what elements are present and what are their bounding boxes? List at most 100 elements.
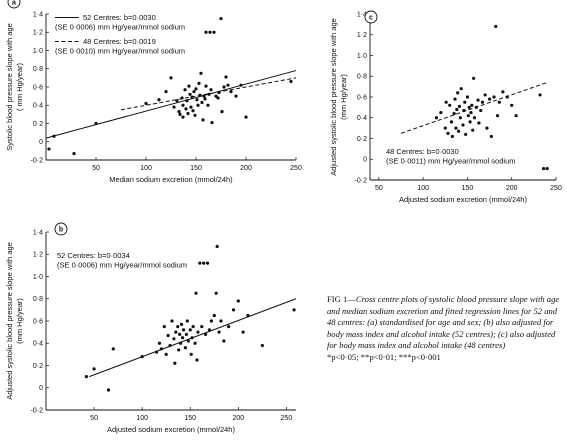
panel-c-fit-line-dashed <box>400 82 548 134</box>
panel-a-y-tick-label: 0 <box>39 139 43 146</box>
panel-a-data-point <box>177 110 181 114</box>
panel-a-fit-line-dashed <box>120 77 297 111</box>
panel-a-y-tick-label: 0·4 <box>33 103 43 110</box>
panel-c-data-point <box>494 24 498 29</box>
panel-b-data-point <box>219 319 223 323</box>
panel-c-data-point <box>492 95 496 99</box>
panel-b-data-point <box>190 336 194 340</box>
panel-a-data-point <box>181 103 185 107</box>
panel-a-data-point <box>203 97 207 101</box>
panel-b-data-point <box>207 328 212 332</box>
panel-b-data-point <box>189 352 193 356</box>
panel-c-data-point <box>452 112 456 116</box>
panel-a-x-tick-label: 50 <box>92 165 100 172</box>
panel-a-data-point <box>201 118 205 122</box>
panel-c-data-point <box>465 95 470 99</box>
panel-c-data-point <box>479 108 483 113</box>
panel-b-data-point <box>186 339 190 343</box>
panel-b-data-point <box>172 337 176 341</box>
panel-c-data-point <box>489 134 493 139</box>
panel-b-data-point <box>170 319 174 323</box>
panel-b-y-tick-label: 0·2 <box>33 363 43 370</box>
panel-a-data-point <box>186 111 190 116</box>
panel-b-letter-label: b <box>59 227 63 234</box>
panel-c-letter-circle <box>364 10 378 24</box>
panel-a-data-point <box>226 83 230 87</box>
caption-head: FIG 1— <box>327 294 356 304</box>
panel-c-data-point <box>542 166 546 171</box>
panel-c-data-point <box>480 100 485 104</box>
panel-a-y-tick-label: 1·2 <box>33 30 43 37</box>
panel-a-data-point <box>222 85 226 89</box>
panel-b-data-point <box>168 343 172 348</box>
panel-c-data-point <box>443 126 447 130</box>
panel-c-data-point <box>469 110 473 115</box>
panel-b-data-point <box>194 291 198 295</box>
panel-b-data-point <box>179 341 183 345</box>
panel-a-data-point <box>200 100 204 105</box>
panel-c-data-point <box>468 120 472 124</box>
panel-c-data-point <box>461 123 465 127</box>
panel-b-data-point <box>198 261 202 265</box>
panel-c-data-point <box>538 93 542 97</box>
panel-c-data-point <box>439 110 443 115</box>
panel-a-data-point <box>144 101 148 106</box>
panel-c-data-point <box>446 131 450 135</box>
panel-c-data-point <box>483 93 487 97</box>
panel-c-data-point <box>450 134 454 139</box>
panel-b-data-point <box>231 308 236 312</box>
panel-a-letter-circle <box>7 0 21 9</box>
panel-b-data-point <box>106 388 111 392</box>
panel-c-data-point <box>463 100 467 104</box>
panel-c-data-point <box>514 114 518 118</box>
panel-b-data-point <box>177 348 181 352</box>
panel-b-data-point <box>179 322 184 326</box>
panel-a-data-point <box>188 92 192 96</box>
panel-c-data-point <box>457 104 462 108</box>
panel-c-data-point <box>456 91 460 95</box>
panel-c-data-point <box>495 114 500 118</box>
panel-c-legend-title: 48 Centres: b=0·0030 <box>386 147 459 156</box>
panel-a-y-axis-title-line: Systolic blood pressure slope with age <box>5 23 14 151</box>
panel-a-x-tick-label: 100 <box>140 165 152 172</box>
panel-c-data-point <box>477 121 481 125</box>
panel-a-data-point <box>169 76 173 80</box>
panel-a-data-point <box>212 30 216 34</box>
panel-a-legend-title: 48 Centres: b=0·0019 <box>83 37 156 46</box>
panel-a-y-tick-label: -0·2 <box>31 157 44 164</box>
panel-b-y-tick-label: 1·0 <box>33 274 43 281</box>
panel-a-y-tick-label: 1·0 <box>33 48 43 55</box>
panel-c-data-point <box>459 87 463 91</box>
panel-b-data-point <box>183 346 188 350</box>
panel-b-x-tick-label: 250 <box>281 415 293 422</box>
panel-b-data-point <box>84 375 88 379</box>
panel-a-data-point <box>197 81 201 85</box>
panel-b-data-point <box>181 328 186 332</box>
panel-b-data-point <box>185 319 189 323</box>
panel-b-data-point <box>154 350 159 354</box>
panel-a-y-tick-label: 1·4 <box>33 11 43 18</box>
panel-a-data-point <box>289 79 293 84</box>
panel-a-data-point <box>191 109 195 113</box>
panel-a-x-tick-label: 250 <box>290 165 302 172</box>
panel-a-data-point <box>217 90 221 95</box>
panel-a-data-point <box>216 96 220 100</box>
panel-a-data-point <box>206 103 210 107</box>
panel-a-data-point <box>194 87 198 91</box>
panel-b-y-tick-label: 1·2 <box>33 252 43 259</box>
panel-b-data-point <box>212 313 216 318</box>
panel-a-data-point <box>229 89 233 94</box>
panel-a-legend-se: (SE 0·0006) mm Hg/year/mmol sodium <box>55 23 185 32</box>
panel-b-y-tick-label: 0·4 <box>33 341 43 348</box>
panel-b-x-axis-title: Adjusted sodium excretion (mmol/24h) <box>107 425 235 434</box>
panel-a-data-point <box>185 99 189 103</box>
panel-c-y-tick-label: 0·8 <box>357 74 367 81</box>
panel-c-data-point <box>545 166 549 171</box>
panel-b-data-point <box>214 291 218 295</box>
panel-b-data-point <box>157 341 162 345</box>
panel-c-y-axis-title-line: Adjusted systolic blood pressure slope w… <box>329 18 338 176</box>
panel-b-y-tick-label: 1·4 <box>33 229 43 236</box>
panel-a-data-point <box>244 115 248 119</box>
panel-a-data-point <box>180 96 184 100</box>
